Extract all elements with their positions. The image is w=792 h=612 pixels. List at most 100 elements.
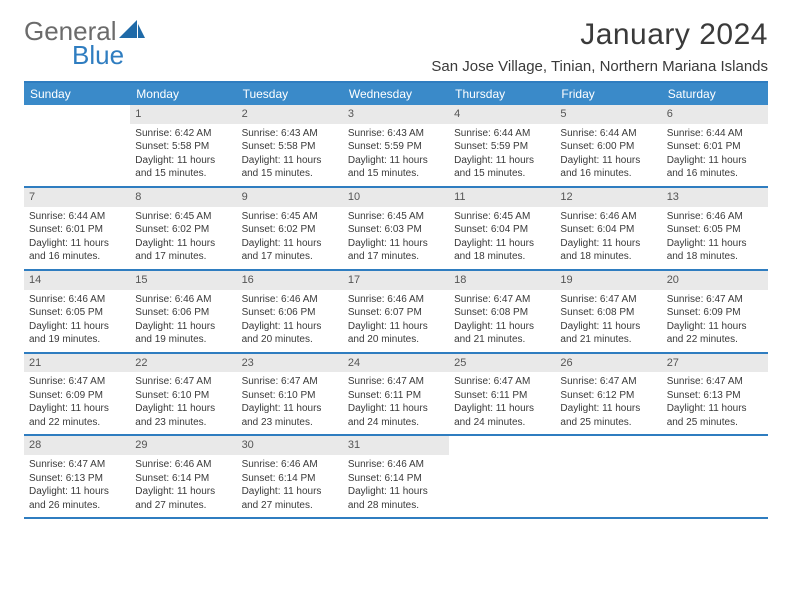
sunrise: Sunrise: 6:47 AM — [560, 375, 656, 389]
day-number: 19 — [555, 271, 661, 290]
day-body — [449, 455, 555, 463]
day-cell: 17Sunrise: 6:46 AMSunset: 6:07 PMDayligh… — [343, 271, 449, 352]
day-number: 6 — [662, 105, 768, 124]
day-body: Sunrise: 6:47 AMSunset: 6:08 PMDaylight:… — [555, 290, 661, 352]
daylight: Daylight: 11 hours and 23 minutes. — [242, 402, 338, 429]
day-cell: 30Sunrise: 6:46 AMSunset: 6:14 PMDayligh… — [237, 436, 343, 517]
day-cell: 18Sunrise: 6:47 AMSunset: 6:08 PMDayligh… — [449, 271, 555, 352]
day-cell: 19Sunrise: 6:47 AMSunset: 6:08 PMDayligh… — [555, 271, 661, 352]
day-number: 22 — [130, 354, 236, 373]
day-body: Sunrise: 6:47 AMSunset: 6:10 PMDaylight:… — [130, 372, 236, 434]
day-cell — [24, 105, 130, 186]
calendar: SundayMondayTuesdayWednesdayThursdayFrid… — [24, 81, 768, 519]
daylight: Daylight: 11 hours and 18 minutes. — [454, 237, 550, 264]
sunrise: Sunrise: 6:46 AM — [348, 293, 444, 307]
day-cell: 5Sunrise: 6:44 AMSunset: 6:00 PMDaylight… — [555, 105, 661, 186]
day-cell: 1Sunrise: 6:42 AMSunset: 5:58 PMDaylight… — [130, 105, 236, 186]
daylight: Daylight: 11 hours and 15 minutes. — [242, 154, 338, 181]
sunrise: Sunrise: 6:42 AM — [135, 127, 231, 141]
day-number: 20 — [662, 271, 768, 290]
dow-wednesday: Wednesday — [343, 83, 449, 105]
day-body: Sunrise: 6:45 AMSunset: 6:02 PMDaylight:… — [237, 207, 343, 269]
sunrise: Sunrise: 6:46 AM — [242, 458, 338, 472]
sunrise: Sunrise: 6:47 AM — [560, 293, 656, 307]
sunset: Sunset: 6:14 PM — [135, 472, 231, 486]
daylight: Daylight: 11 hours and 15 minutes. — [454, 154, 550, 181]
daylight: Daylight: 11 hours and 22 minutes. — [667, 320, 763, 347]
day-body: Sunrise: 6:45 AMSunset: 6:04 PMDaylight:… — [449, 207, 555, 269]
day-number: 29 — [130, 436, 236, 455]
day-cell: 22Sunrise: 6:47 AMSunset: 6:10 PMDayligh… — [130, 354, 236, 435]
day-body: Sunrise: 6:45 AMSunset: 6:02 PMDaylight:… — [130, 207, 236, 269]
day-number: 27 — [662, 354, 768, 373]
day-cell: 15Sunrise: 6:46 AMSunset: 6:06 PMDayligh… — [130, 271, 236, 352]
daylight: Daylight: 11 hours and 16 minutes. — [667, 154, 763, 181]
day-cell: 28Sunrise: 6:47 AMSunset: 6:13 PMDayligh… — [24, 436, 130, 517]
sunrise: Sunrise: 6:47 AM — [135, 375, 231, 389]
daylight: Daylight: 11 hours and 17 minutes. — [135, 237, 231, 264]
day-number — [24, 105, 130, 124]
day-number: 15 — [130, 271, 236, 290]
day-number: 26 — [555, 354, 661, 373]
sunrise: Sunrise: 6:47 AM — [242, 375, 338, 389]
day-cell: 2Sunrise: 6:43 AMSunset: 5:58 PMDaylight… — [237, 105, 343, 186]
daylight: Daylight: 11 hours and 28 minutes. — [348, 485, 444, 512]
sunset: Sunset: 6:10 PM — [135, 389, 231, 403]
sunrise: Sunrise: 6:45 AM — [135, 210, 231, 224]
sunrise: Sunrise: 6:44 AM — [560, 127, 656, 141]
month-title: January 2024 — [431, 18, 768, 52]
day-number: 3 — [343, 105, 449, 124]
dow-sunday: Sunday — [24, 83, 130, 105]
day-cell: 24Sunrise: 6:47 AMSunset: 6:11 PMDayligh… — [343, 354, 449, 435]
day-number: 13 — [662, 188, 768, 207]
day-body: Sunrise: 6:44 AMSunset: 6:01 PMDaylight:… — [24, 207, 130, 269]
sunset: Sunset: 6:12 PM — [560, 389, 656, 403]
daylight: Daylight: 11 hours and 15 minutes. — [348, 154, 444, 181]
daylight: Daylight: 11 hours and 24 minutes. — [454, 402, 550, 429]
day-number — [449, 436, 555, 455]
logo-text-blue: Blue — [24, 42, 146, 68]
day-body: Sunrise: 6:46 AMSunset: 6:05 PMDaylight:… — [24, 290, 130, 352]
daylight: Daylight: 11 hours and 15 minutes. — [135, 154, 231, 181]
title-block: January 2024 San Jose Village, Tinian, N… — [431, 18, 768, 75]
dow-saturday: Saturday — [662, 83, 768, 105]
day-number: 12 — [555, 188, 661, 207]
sunset: Sunset: 6:11 PM — [454, 389, 550, 403]
day-body: Sunrise: 6:44 AMSunset: 5:59 PMDaylight:… — [449, 124, 555, 186]
day-cell: 8Sunrise: 6:45 AMSunset: 6:02 PMDaylight… — [130, 188, 236, 269]
day-number: 4 — [449, 105, 555, 124]
day-number: 10 — [343, 188, 449, 207]
daylight: Daylight: 11 hours and 19 minutes. — [135, 320, 231, 347]
sunset: Sunset: 5:59 PM — [348, 140, 444, 154]
daylight: Daylight: 11 hours and 25 minutes. — [667, 402, 763, 429]
day-number: 25 — [449, 354, 555, 373]
sunrise: Sunrise: 6:45 AM — [242, 210, 338, 224]
day-body: Sunrise: 6:47 AMSunset: 6:13 PMDaylight:… — [662, 372, 768, 434]
sunset: Sunset: 6:04 PM — [560, 223, 656, 237]
daylight: Daylight: 11 hours and 23 minutes. — [135, 402, 231, 429]
daylight: Daylight: 11 hours and 18 minutes. — [667, 237, 763, 264]
day-number: 2 — [237, 105, 343, 124]
day-cell: 16Sunrise: 6:46 AMSunset: 6:06 PMDayligh… — [237, 271, 343, 352]
dow-thursday: Thursday — [449, 83, 555, 105]
week-row: 28Sunrise: 6:47 AMSunset: 6:13 PMDayligh… — [24, 436, 768, 519]
day-cell — [449, 436, 555, 517]
day-number: 30 — [237, 436, 343, 455]
day-cell: 4Sunrise: 6:44 AMSunset: 5:59 PMDaylight… — [449, 105, 555, 186]
sunrise: Sunrise: 6:47 AM — [29, 458, 125, 472]
day-cell: 14Sunrise: 6:46 AMSunset: 6:05 PMDayligh… — [24, 271, 130, 352]
sunrise: Sunrise: 6:47 AM — [348, 375, 444, 389]
sunset: Sunset: 6:05 PM — [29, 306, 125, 320]
day-body: Sunrise: 6:46 AMSunset: 6:14 PMDaylight:… — [130, 455, 236, 517]
sunrise: Sunrise: 6:47 AM — [667, 293, 763, 307]
sunset: Sunset: 6:09 PM — [667, 306, 763, 320]
day-number: 5 — [555, 105, 661, 124]
day-body: Sunrise: 6:43 AMSunset: 5:59 PMDaylight:… — [343, 124, 449, 186]
sunset: Sunset: 6:09 PM — [29, 389, 125, 403]
day-cell: 10Sunrise: 6:45 AMSunset: 6:03 PMDayligh… — [343, 188, 449, 269]
daylight: Daylight: 11 hours and 27 minutes. — [135, 485, 231, 512]
day-body: Sunrise: 6:46 AMSunset: 6:14 PMDaylight:… — [237, 455, 343, 517]
day-cell: 13Sunrise: 6:46 AMSunset: 6:05 PMDayligh… — [662, 188, 768, 269]
daylight: Daylight: 11 hours and 25 minutes. — [560, 402, 656, 429]
day-number — [662, 436, 768, 455]
